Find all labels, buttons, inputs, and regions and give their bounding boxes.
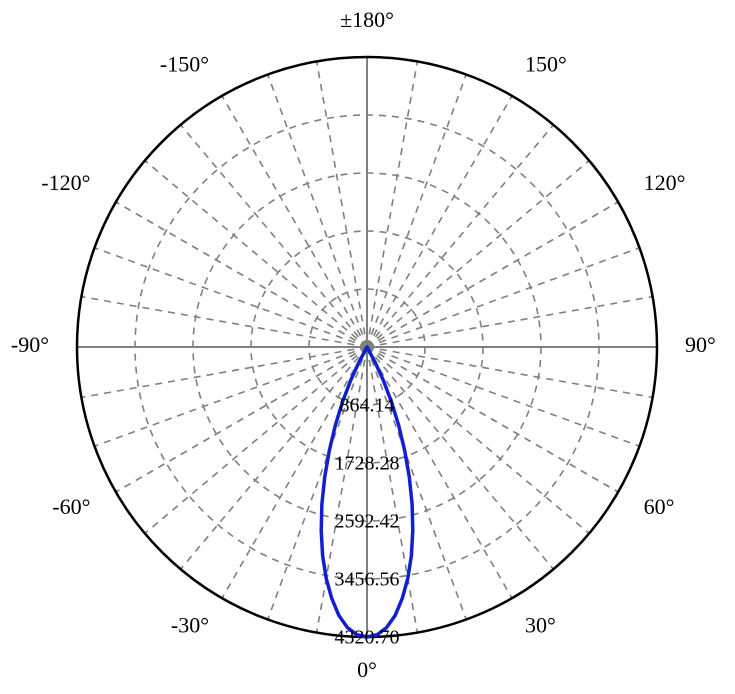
angle-label: 120°	[644, 170, 686, 195]
radial-tick-label: 4320.70	[335, 627, 400, 649]
radial-tick-label: 2592.42	[335, 511, 400, 533]
radial-tick-label: 1728.28	[335, 453, 400, 475]
radial-tick-label: 3456.56	[335, 569, 400, 591]
angle-label: 60°	[644, 494, 675, 519]
angle-label: 90°	[685, 332, 716, 357]
polar-chart: 864.14 1728.28 2592.42 3456.56 4320.70 0° 30° 6…	[0, 0, 735, 694]
angle-label: -120°	[41, 170, 90, 195]
angle-label: -150°	[160, 51, 209, 76]
angle-label: 150°	[525, 51, 567, 76]
angle-label: -60°	[52, 494, 90, 519]
angle-label: ±180°	[340, 7, 394, 32]
polar-chart-svg: 864.14 1728.28 2592.42 3456.56 4320.70 0° 30° 6…	[0, 0, 735, 694]
angle-label: -90°	[11, 332, 49, 357]
radial-tick-label: 864.14	[340, 395, 395, 417]
angle-label: -30°	[171, 613, 209, 638]
angle-label: 30°	[525, 613, 556, 638]
angle-label: 0°	[357, 657, 377, 682]
